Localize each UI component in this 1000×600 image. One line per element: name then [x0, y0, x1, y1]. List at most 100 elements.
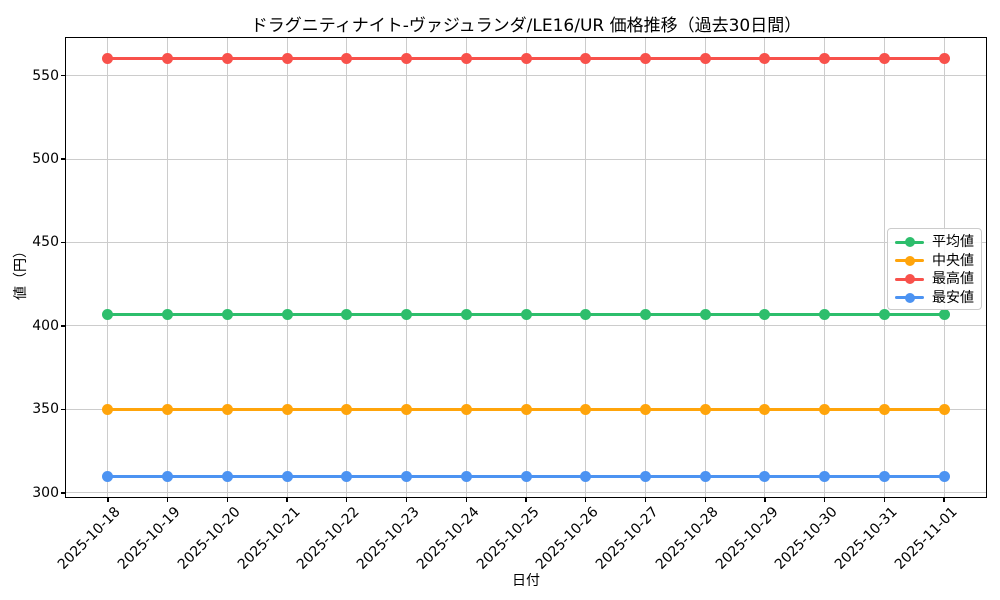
series-point-min	[699, 470, 711, 482]
gridline-x	[764, 38, 766, 497]
series-point-average	[162, 308, 174, 320]
series-point-min	[878, 470, 890, 482]
series-point-max	[938, 53, 950, 65]
gridline-x	[585, 38, 587, 497]
series-point-median	[878, 403, 890, 415]
series-point-median	[460, 403, 472, 415]
series-point-median	[580, 403, 592, 415]
series-point-max	[639, 53, 651, 65]
x-tick-mark	[346, 497, 348, 502]
series-point-min	[401, 470, 413, 482]
series-point-median	[699, 403, 711, 415]
x-tick-mark	[286, 497, 288, 502]
y-tick-label: 400	[32, 317, 59, 334]
legend-line-sample-average	[895, 233, 924, 251]
x-tick-label: 2025-10-22	[294, 504, 364, 573]
series-point-average	[699, 308, 711, 320]
series-point-min	[639, 470, 651, 482]
y-tick-label: 500	[32, 151, 59, 167]
x-tick-label: 2025-10-23	[353, 504, 423, 573]
series-point-average	[520, 308, 532, 320]
gridline-x	[167, 38, 169, 497]
x-tick-mark	[704, 497, 706, 502]
series-point-average	[102, 308, 114, 320]
series-point-median	[281, 403, 293, 415]
x-tick-label: 2025-10-29	[712, 504, 782, 573]
x-tick-label: 2025-10-18	[55, 504, 125, 573]
y-tick-label: 350	[32, 401, 59, 418]
series-point-min	[221, 470, 233, 482]
y-axis-label: 値（円）	[13, 244, 29, 300]
legend-item-min: 最安値	[895, 289, 974, 308]
series-point-average	[819, 308, 831, 320]
series-point-median	[162, 403, 174, 415]
x-tick-label: 2025-10-26	[533, 504, 603, 573]
legend-item-median: 中央値	[895, 252, 974, 271]
gridline-x	[226, 38, 228, 497]
series-point-average	[639, 308, 651, 320]
series-point-min	[520, 470, 532, 482]
series-point-average	[221, 308, 233, 320]
legend-marker-average	[904, 237, 915, 247]
series-point-min	[819, 470, 831, 482]
series-point-median	[639, 403, 651, 415]
series-point-max	[102, 53, 114, 65]
x-tick-mark	[226, 497, 228, 502]
gridline-x	[883, 38, 885, 497]
legend-line-sample-min	[895, 289, 924, 307]
legend-marker-max	[904, 274, 915, 284]
y-tick-label: 550	[32, 67, 59, 84]
x-tick-label: 2025-10-24	[413, 504, 483, 573]
series-point-max	[401, 53, 413, 65]
series-point-average	[759, 308, 771, 320]
series-point-median	[341, 403, 353, 415]
x-tick-label: 2025-10-27	[592, 504, 662, 573]
x-tick-mark	[107, 497, 109, 502]
y-tick-mark	[61, 241, 66, 244]
chart-title: ドラグニティナイト-ヴァジュランダ/LE16/UR 価格推移（過去30日間）	[250, 16, 802, 36]
legend-label-median: 中央値	[932, 252, 974, 269]
x-tick-label: 2025-10-28	[652, 504, 722, 573]
legend-item-average: 平均値	[895, 233, 974, 252]
legend-marker-median	[904, 255, 915, 266]
series-point-min	[341, 470, 353, 482]
series-point-max	[759, 53, 771, 65]
gridline-x	[406, 38, 408, 497]
legend-line-sample-median	[895, 252, 924, 270]
gridline-x	[644, 38, 646, 497]
x-tick-mark	[465, 497, 467, 502]
gridline-x	[286, 38, 288, 497]
legend: 平均値中央値 最高値 最安値	[887, 228, 982, 310]
series-point-median	[401, 403, 413, 415]
series-point-min	[102, 470, 114, 482]
x-tick-mark	[166, 497, 169, 502]
series-point-max	[460, 53, 472, 65]
series-point-median	[520, 403, 532, 415]
series-point-max	[520, 53, 532, 65]
x-tick-mark	[764, 497, 766, 502]
y-tick-mark	[61, 408, 66, 411]
x-tick-label: 2025-11-01	[891, 504, 961, 573]
series-point-min	[580, 470, 592, 482]
y-tick-mark	[61, 325, 66, 327]
x-tick-label: 2025-10-30	[772, 504, 842, 573]
series-point-max	[878, 53, 890, 65]
series-point-min	[162, 470, 174, 482]
x-tick-mark	[585, 497, 587, 502]
series-point-average	[401, 308, 413, 320]
x-tick-label: 2025-10-20	[174, 504, 244, 573]
series-point-min	[938, 470, 950, 482]
x-tick-mark	[883, 497, 886, 502]
gridline-x	[704, 38, 706, 497]
y-tick-mark	[61, 158, 66, 160]
legend-item-max: 最高値	[895, 270, 974, 289]
gridline-x	[525, 38, 527, 497]
gridline-x	[346, 38, 348, 497]
series-point-average	[938, 308, 950, 320]
series-point-max	[819, 53, 831, 65]
x-tick-mark	[943, 497, 945, 502]
legend-label-average: 平均値	[932, 234, 974, 250]
x-tick-mark	[405, 497, 408, 502]
legend-marker-min	[904, 292, 915, 303]
